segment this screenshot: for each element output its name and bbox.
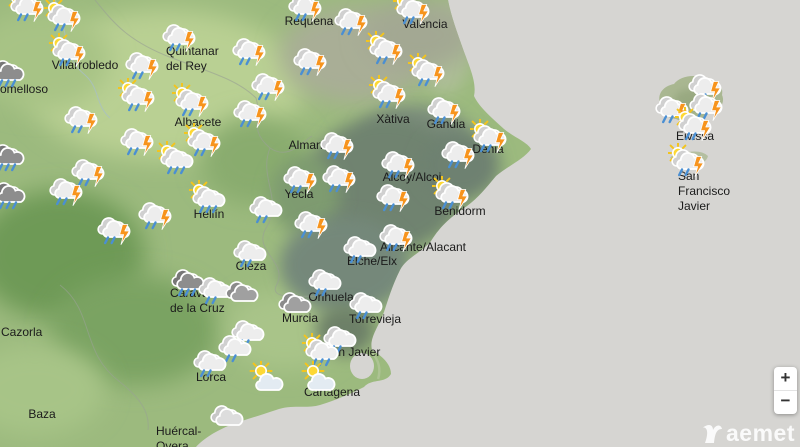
city-label-san-javier: San Javier [323, 345, 381, 359]
city-label-eivissa: Eivissa [675, 129, 715, 143]
mar-menor [350, 353, 374, 379]
city-label-cartagena: Cartagena [303, 385, 361, 399]
city-label-almansa: Almansa [288, 138, 336, 152]
city-label-orihuela: Orihuela [308, 290, 354, 304]
city-label-huercal-overa: Huércal- Overa [156, 424, 202, 447]
zoom-in-button[interactable]: + [780, 368, 791, 387]
city-label-alicante: Alicante/Alacant [379, 240, 467, 254]
city-label-denia: Dénia [472, 142, 504, 156]
city-label-quintanar-del-rey: Quintanar del Rey [166, 44, 219, 73]
zoom-out-button[interactable]: − [774, 390, 797, 414]
city-label-torrevieja: Torrevieja [348, 312, 402, 326]
city-label-requena: Requena [284, 14, 334, 28]
aemet-logo[interactable]: aemet [701, 421, 795, 445]
city-label-cieza: Cieza [235, 259, 267, 273]
city-label-yecla: Yecla [284, 187, 314, 201]
city-label-hellin: Hellín [193, 207, 225, 221]
city-label-albacete: Albacete [174, 115, 222, 129]
city-label-gandia: Gandia [426, 117, 466, 131]
city-label-villarrobledo: Villarrobledo [51, 58, 119, 72]
region-border [59, 284, 149, 431]
city-label-cazorla: Cazorla [1, 325, 43, 339]
city-label-tomelloso: omelloso [0, 82, 49, 96]
city-label-elche: Elche/Elx [346, 254, 398, 268]
aemet-logo-text: aemet [726, 419, 795, 446]
city-label-san-francisco-javier: San Francisco Javier [678, 169, 731, 213]
city-label-benidorm: Benidorm [434, 204, 486, 218]
city-label-caravaca-de-la-cruz: Caravaca de la Cruz [170, 286, 225, 315]
city-label-lorca: Lorca [195, 370, 227, 384]
region-border [94, 0, 313, 153]
city-label-valencia: València [402, 17, 448, 31]
city-label-baza: Baza [28, 407, 56, 421]
aemet-vane-icon [703, 424, 723, 443]
zoom-control: + − [774, 367, 797, 414]
city-label-xativa: Xàtiva [376, 112, 410, 126]
la-manga-strip [371, 352, 381, 380]
city-label-alcoy: Alcoy/Alcoi [382, 170, 442, 184]
city-label-murcia: Murcia [281, 311, 319, 325]
